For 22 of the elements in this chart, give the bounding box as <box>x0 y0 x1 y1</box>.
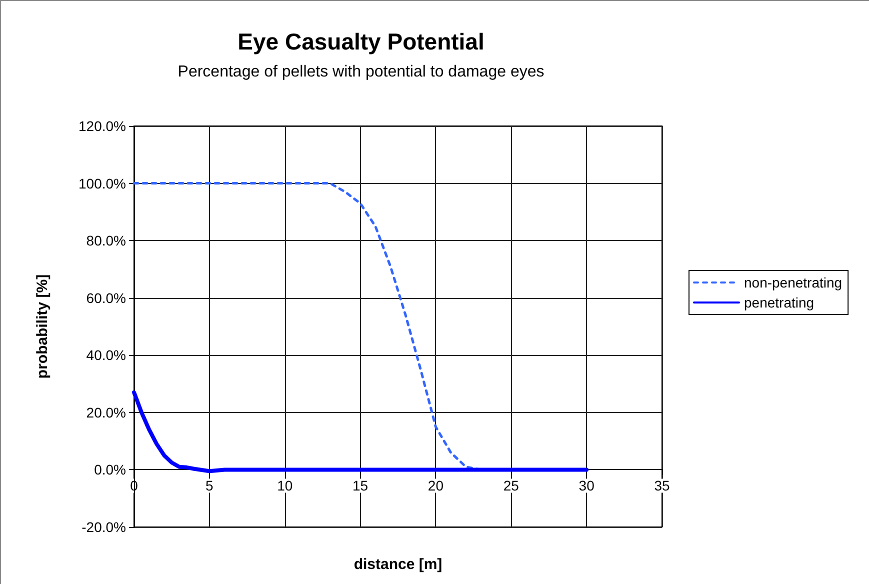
y-tick-label: 0.0% <box>94 462 126 478</box>
x-axis-title: distance [m] <box>354 556 442 573</box>
line-series <box>132 390 589 474</box>
y-tick-label: 80.0% <box>86 232 126 249</box>
y-tick-label: 60.0% <box>86 290 126 306</box>
legend-label: penetrating <box>744 294 814 310</box>
x-tick-label: 10 <box>277 478 293 494</box>
y-tick-label: 100.0% <box>78 175 126 192</box>
y-tick-label: 40.0% <box>86 347 126 364</box>
y-tick-label: -20.0% <box>82 519 126 535</box>
y-tick-label: 20.0% <box>86 404 126 420</box>
x-tick-label: 20 <box>428 478 444 494</box>
x-tick-label: 30 <box>578 478 595 494</box>
legend-label: non-penetrating <box>744 274 842 290</box>
x-tick-label: 15 <box>352 478 368 494</box>
x-tick-label: 35 <box>654 478 670 494</box>
x-tick-label: 25 <box>503 478 520 494</box>
chart-subtitle: Percentage of pellets with potential to damage eyes <box>178 64 544 80</box>
y-tick-label: 120.0% <box>78 118 126 134</box>
y-axis-title: probability [%] <box>34 274 51 379</box>
chart-title: Eye Casualty Potential <box>238 28 484 54</box>
x-tick-label: 5 <box>206 478 214 494</box>
